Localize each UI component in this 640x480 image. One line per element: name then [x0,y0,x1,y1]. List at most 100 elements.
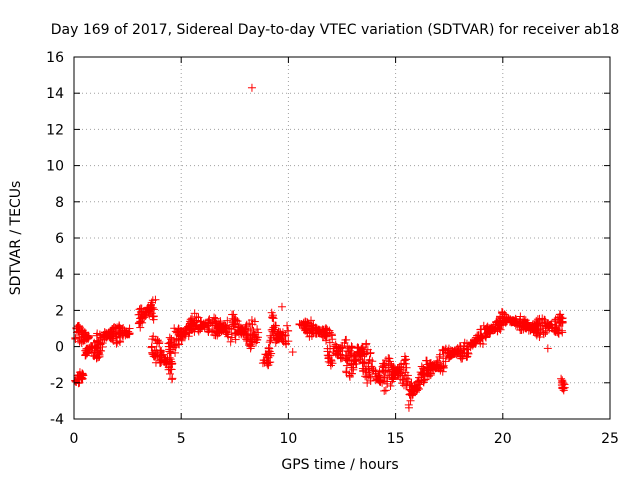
data-point [301,317,310,326]
data-point [430,361,439,370]
data-point [496,312,505,321]
data-point [342,368,351,377]
data-point [161,356,170,365]
data-point [253,333,262,342]
data-point [553,313,562,322]
data-point [107,334,116,343]
data-point [395,370,404,379]
y-tick-label: 16 [46,50,64,66]
data-point [267,308,276,317]
data-point [342,361,351,370]
data-point [403,371,412,380]
data-point [336,354,345,363]
data-point [530,326,539,335]
data-point [326,361,335,370]
data-point [220,324,229,333]
data-point [408,383,417,392]
data-point [539,330,548,339]
data-point [95,338,104,347]
data-point [71,333,80,342]
data-point [538,324,547,333]
data-point [400,352,409,361]
data-point [406,389,415,398]
data-point [471,333,480,342]
data-point [345,356,354,365]
data-point [263,361,272,370]
data-point [439,362,448,371]
data-point [559,384,568,393]
data-point [466,343,475,352]
data-point [208,326,217,335]
data-point [398,379,407,388]
data-point [355,347,364,356]
data-point [363,378,372,387]
x-tick-label: 15 [387,431,405,447]
data-point [489,321,498,330]
data-point [464,349,473,358]
data-point [362,349,371,358]
data-point [174,324,183,333]
data-point [135,305,144,314]
data-point [245,341,254,350]
data-point [311,323,320,332]
data-point [364,370,373,379]
data-point [187,321,196,330]
data-point [401,359,410,368]
data-point [557,374,566,383]
data-point [515,317,524,326]
data-point [159,350,168,359]
data-point [447,349,456,358]
data-point [242,335,251,344]
data-point [298,321,307,330]
y-tick-label: 2 [55,303,64,319]
data-point [558,328,567,337]
data-point [433,356,442,365]
data-point [81,351,90,360]
data-point [365,368,374,377]
data-point [152,339,161,348]
data-point [74,371,83,380]
y-axis-label: SDTVAR / TECUs [8,181,24,296]
data-point [81,346,90,355]
data-point [269,314,278,323]
data-point [74,321,83,330]
data-point [283,321,292,330]
data-point [453,349,462,358]
data-point [335,344,344,353]
data-point [78,369,87,378]
data-point [227,333,236,342]
data-point [245,319,254,328]
data-point [439,361,448,370]
data-point [166,338,175,347]
data-point [535,333,544,342]
data-point [102,329,111,338]
data-point [381,356,390,365]
data-point [90,347,99,356]
data-point [135,318,144,327]
data-point [210,313,219,322]
x-axis-label: GPS time / hours [281,457,398,473]
data-point [92,354,101,363]
data-point [269,331,278,340]
data-point [554,329,563,338]
data-point [367,362,376,371]
axis-ticks [73,56,611,420]
y-tick-label: 4 [55,267,64,283]
data-point [149,315,158,324]
x-tick-label: 10 [279,431,297,447]
data-point [75,328,84,337]
data-point [389,374,398,383]
data-point [385,354,394,363]
y-tick-label: -2 [50,376,64,392]
data-point [180,329,189,338]
data-point [247,83,256,92]
data-point [156,359,165,368]
data-point [508,318,517,327]
data-point [136,323,145,332]
data-point [263,351,272,360]
data-point [234,323,243,332]
data-point [204,321,213,330]
data-point [557,319,566,328]
data-point [319,333,328,342]
data-point [164,365,173,374]
